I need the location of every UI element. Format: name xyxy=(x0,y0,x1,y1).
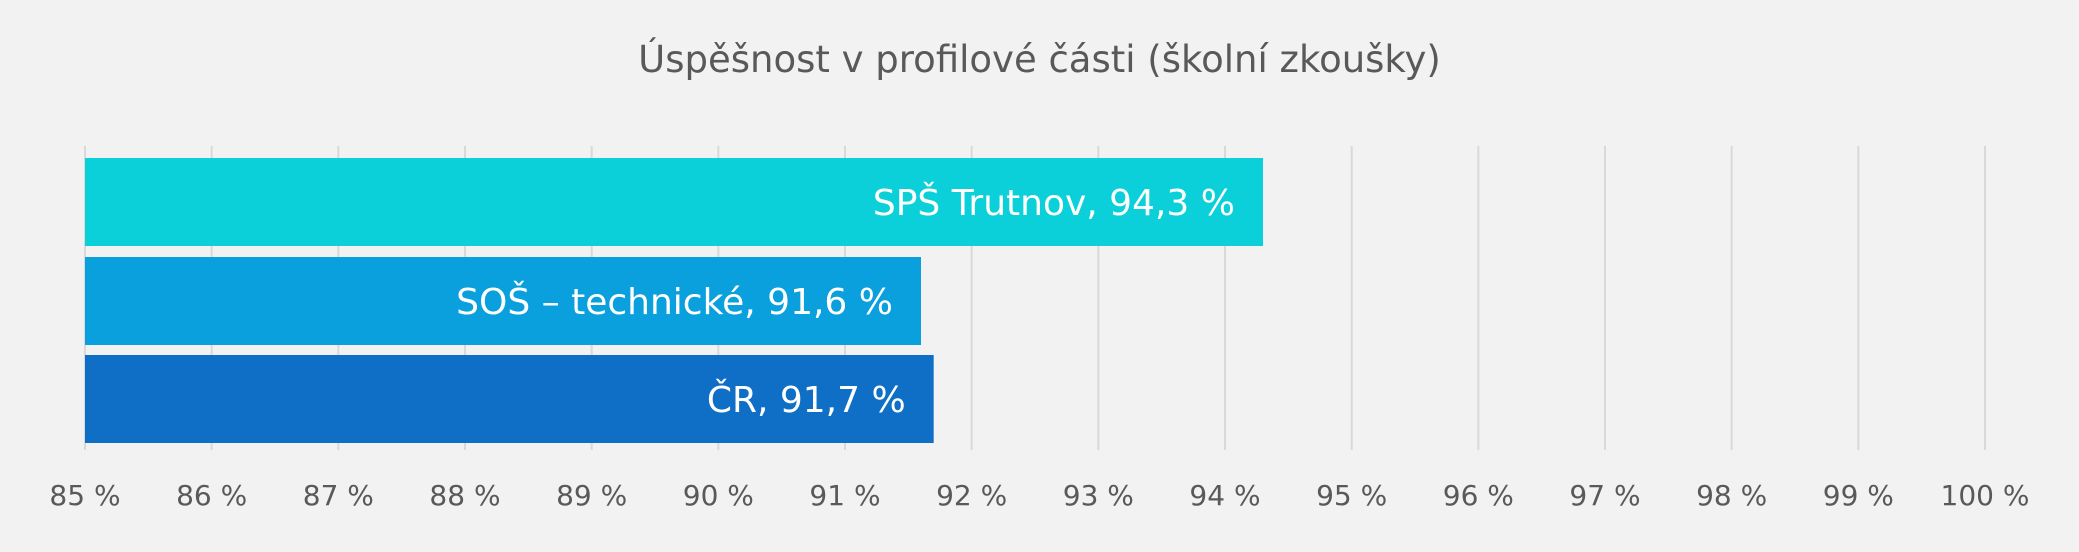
bar-data-label: SOŠ – technické, 91,6 % xyxy=(456,281,893,323)
bar xyxy=(85,158,1263,246)
x-axis-tick-labels: 85 % 86 % 87 % 88 % 89 % 90 % 91 % 92 % 93 % 94 %… xyxy=(49,479,2029,512)
x-tick-label: 85 % xyxy=(49,479,120,512)
x-tick-label: 99 % xyxy=(1823,479,1894,512)
bar-labels: SPŠ Trutnov, 94,3 % SOŠ – technické, 91,6… xyxy=(456,182,1235,421)
x-tick-label: 88 % xyxy=(429,479,500,512)
x-tick-label: 100 % xyxy=(1941,479,2030,512)
bar-data-label: ČR, 91,7 % xyxy=(707,379,906,421)
x-tick-label: 97 % xyxy=(1569,479,1640,512)
x-tick-label: 86 % xyxy=(176,479,247,512)
x-tick-label: 90 % xyxy=(683,479,754,512)
x-tick-label: 96 % xyxy=(1443,479,1514,512)
bars xyxy=(85,158,1263,443)
x-tick-label: 98 % xyxy=(1696,479,1767,512)
x-tick-label: 92 % xyxy=(936,479,1007,512)
chart-title: Úspěšnost v profilové části (školní zkou… xyxy=(638,38,1441,81)
x-tick-label: 89 % xyxy=(556,479,627,512)
x-tick-label: 91 % xyxy=(809,479,880,512)
bar xyxy=(85,355,934,443)
x-tick-label: 95 % xyxy=(1316,479,1387,512)
x-tick-label: 93 % xyxy=(1063,479,1134,512)
x-tick-label: 87 % xyxy=(303,479,374,512)
bar xyxy=(85,257,921,345)
x-tick-label: 94 % xyxy=(1189,479,1260,512)
bar-data-label: SPŠ Trutnov, 94,3 % xyxy=(873,182,1235,224)
